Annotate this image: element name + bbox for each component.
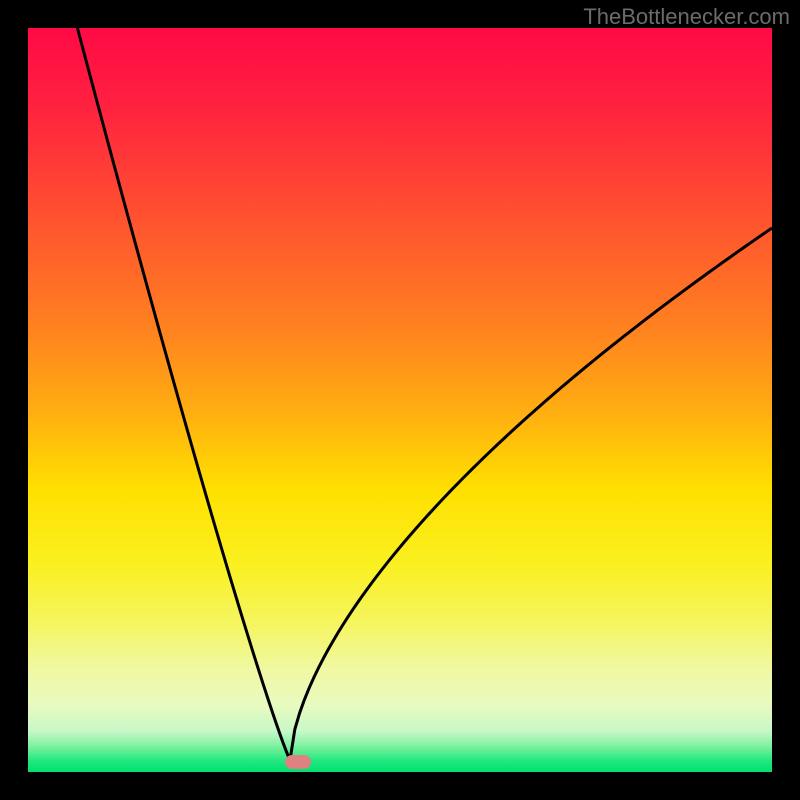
optimal-marker [285,755,311,769]
gradient-background [28,28,772,772]
chart-container: TheBottlenecker.com [0,0,800,800]
watermark-text: TheBottlenecker.com [583,4,790,30]
bottleneck-chart [0,0,800,800]
